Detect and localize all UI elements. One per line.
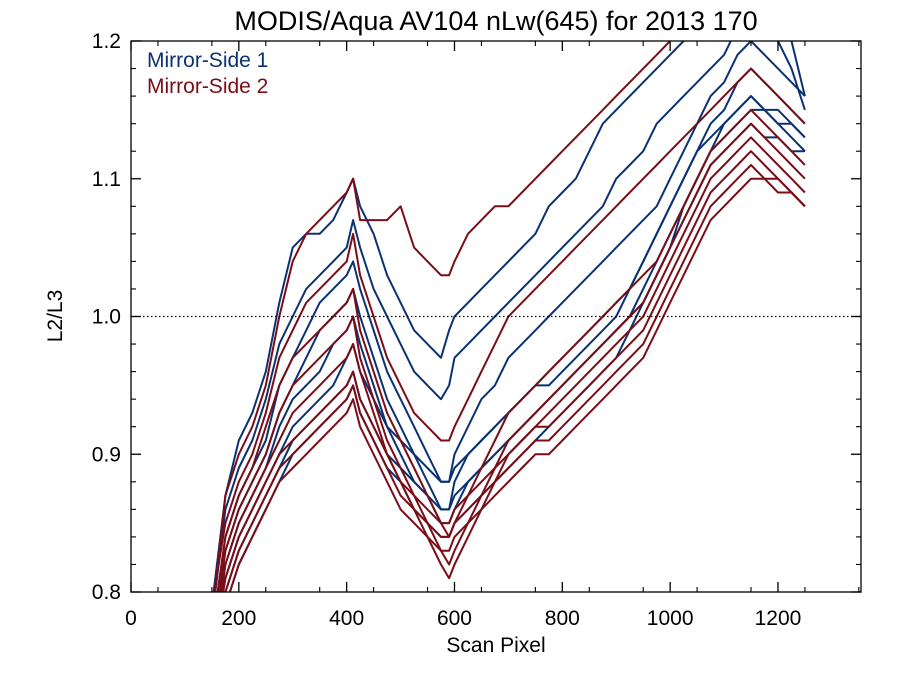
x-tick-label: 600 (437, 607, 472, 630)
series-line-6 (222, 95, 806, 592)
series-layer (212, 41, 806, 592)
series-line-3 (216, 41, 806, 592)
series-line-16 (228, 177, 806, 592)
y-axis-ticks: 0.8 0.9 1.0 1.1 1.2 (92, 30, 861, 604)
series-line-2 (214, 41, 806, 592)
y-tick-label: 0.8 (92, 581, 121, 604)
chart-title: MODIS/Aqua AV104 nLw(645) for 2013 170 (234, 6, 757, 36)
y-axis-label: L2/L3 (44, 290, 67, 343)
series-line-5 (220, 95, 806, 592)
series-line-1 (212, 41, 806, 592)
x-tick-label: 1000 (647, 607, 694, 630)
x-axis-label: Scan Pixel (446, 634, 545, 657)
legend-entry-1: Mirror-Side 1 (147, 49, 268, 72)
series-line-15 (224, 164, 806, 592)
y-tick-label: 1.0 (92, 306, 121, 329)
legend-entry-2: Mirror-Side 2 (147, 75, 268, 98)
series-line-14 (222, 150, 806, 592)
y-tick-label: 1.2 (92, 30, 121, 53)
x-tick-label: 200 (221, 607, 256, 630)
y-tick-label: 0.9 (92, 443, 121, 466)
series-line-11 (216, 108, 806, 592)
series-line-9 (213, 41, 805, 592)
x-tick-label: 400 (329, 607, 364, 630)
legend: Mirror-Side 1 Mirror-Side 2 (147, 49, 268, 98)
x-tick-label: 0 (125, 607, 137, 630)
x-axis-ticks: 0 200 400 600 800 1000 1200 (125, 41, 860, 630)
series-line-7 (224, 108, 806, 592)
x-tick-label: 800 (545, 607, 580, 630)
x-tick-label: 1200 (755, 607, 802, 630)
series-line-10 (213, 67, 806, 592)
y-tick-label: 1.1 (92, 168, 121, 191)
